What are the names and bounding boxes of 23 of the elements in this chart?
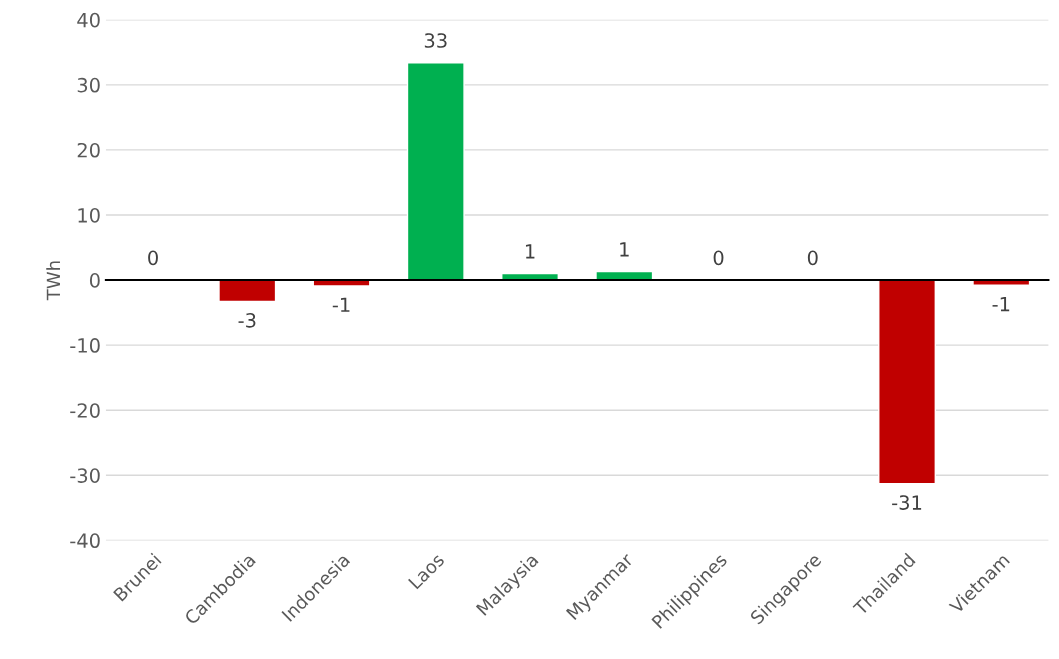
bar <box>218 279 277 303</box>
y-tick-label: 10 <box>78 207 100 223</box>
data-label: 1 <box>525 244 535 259</box>
y-tick-label: 0 <box>89 273 100 288</box>
data-label: -1 <box>992 296 1010 312</box>
data-label: 1 <box>620 242 629 257</box>
data-label: 0 <box>713 250 724 266</box>
data-label: 0 <box>807 250 818 266</box>
bar <box>406 62 465 281</box>
y-axis-title: TWh <box>46 261 60 301</box>
data-label: -3 <box>238 313 256 328</box>
y-tick-label: 30 <box>77 77 100 93</box>
y-tick-label: -10 <box>70 338 100 353</box>
bar <box>878 279 937 485</box>
y-tick-label: 20 <box>77 142 100 158</box>
data-label: 33 <box>424 33 447 48</box>
data-label: -31 <box>892 495 922 510</box>
y-tick-label: -40 <box>70 533 100 549</box>
y-tick-label: 40 <box>77 12 100 28</box>
data-label: -1 <box>332 297 350 312</box>
y-tick-label: -30 <box>70 468 100 483</box>
y-tick-label: -20 <box>70 403 100 418</box>
data-label: 0 <box>148 250 158 266</box>
